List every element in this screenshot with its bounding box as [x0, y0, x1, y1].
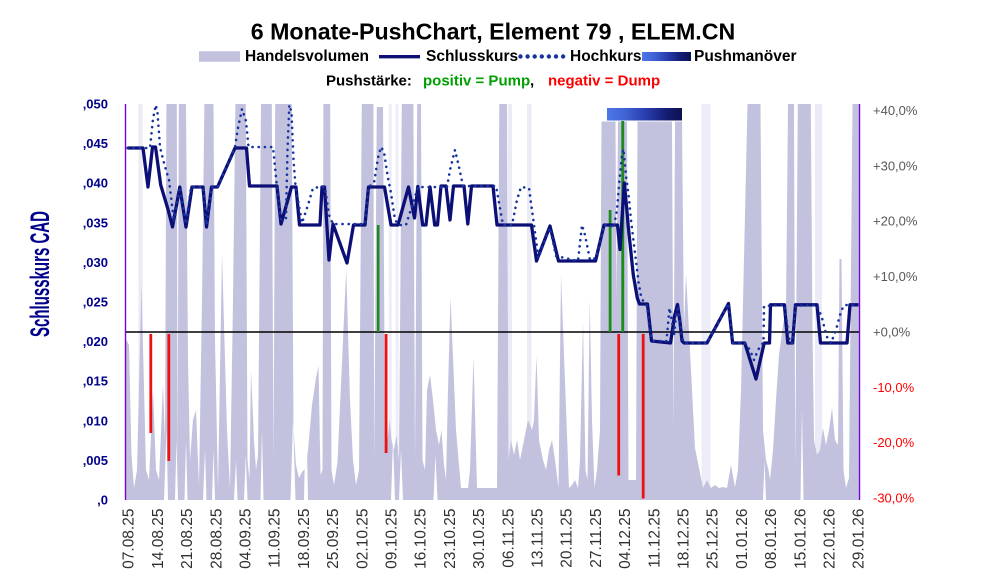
svg-text:,005: ,005 [83, 453, 108, 468]
svg-text:,035: ,035 [83, 215, 108, 230]
svg-text:+30,0%: +30,0% [873, 158, 918, 173]
svg-text:,0: ,0 [97, 493, 108, 508]
svg-text:16.10.25: 16.10.25 [413, 509, 430, 569]
svg-text:+20,0%: +20,0% [873, 214, 918, 229]
svg-text:Pushmanöver: Pushmanöver [694, 48, 797, 65]
svg-text:-10,0%: -10,0% [873, 380, 915, 395]
svg-text:Handelsvolumen: Handelsvolumen [245, 48, 369, 65]
svg-text:6 Monate-PushChart, Element 79: 6 Monate-PushChart, Element 79 , ELEM.CN [251, 19, 735, 45]
svg-text:01.01.26: 01.01.26 [734, 509, 751, 569]
svg-text:+10,0%: +10,0% [873, 269, 918, 284]
svg-text:15.01.26: 15.01.26 [792, 509, 809, 569]
svg-text:11.12.25: 11.12.25 [646, 509, 663, 568]
svg-text:,020: ,020 [83, 334, 108, 349]
svg-text:25.09.25: 25.09.25 [325, 509, 342, 569]
svg-text:,045: ,045 [83, 136, 108, 151]
svg-text:29.01.26: 29.01.26 [851, 509, 868, 569]
svg-text:,025: ,025 [83, 295, 108, 310]
svg-text:28.08.25: 28.08.25 [208, 509, 225, 569]
svg-text:30.10.25: 30.10.25 [471, 508, 488, 568]
svg-text:22.01.26: 22.01.26 [822, 509, 839, 569]
svg-text:18.09.25: 18.09.25 [296, 509, 313, 569]
svg-text:02.10.25: 02.10.25 [354, 509, 371, 569]
svg-text:04.09.25: 04.09.25 [238, 509, 255, 569]
svg-text:+40,0%: +40,0% [873, 103, 918, 118]
svg-text:11.09.25: 11.09.25 [267, 509, 284, 568]
svg-text:21.08.25: 21.08.25 [179, 509, 196, 569]
svg-text:23.10.25: 23.10.25 [442, 509, 459, 569]
svg-text:+0,0%: +0,0% [873, 324, 911, 339]
svg-text:25.12.25: 25.12.25 [705, 509, 722, 569]
svg-text:04.12.25: 04.12.25 [617, 509, 634, 569]
svg-text:Schlusskurs: Schlusskurs [426, 48, 518, 65]
svg-text:14.08.25: 14.08.25 [150, 509, 167, 569]
svg-text:,050: ,050 [83, 97, 108, 112]
svg-text:27.11.25: 27.11.25 [588, 509, 605, 568]
svg-text:09.10.25: 09.10.25 [384, 509, 401, 569]
svg-text:Pushstärke:positiv = Pump,nega: Pushstärke: positiv = Pump, negativ = Dump [326, 73, 660, 90]
svg-text:13.11.25: 13.11.25 [530, 509, 547, 568]
svg-text:08.01.26: 08.01.26 [763, 509, 780, 569]
svg-text:06.11.25: 06.11.25 [500, 509, 517, 568]
svg-text:,030: ,030 [83, 255, 108, 270]
svg-text:18.12.25: 18.12.25 [676, 509, 693, 569]
svg-text:20.11.25: 20.11.25 [559, 509, 576, 568]
svg-text:07.08.25: 07.08.25 [121, 509, 138, 569]
svg-text:,010: ,010 [83, 413, 108, 428]
svg-text:Schlusskurs CAD: Schlusskurs CAD [25, 211, 55, 337]
svg-text:,015: ,015 [83, 374, 108, 389]
svg-text:-20,0%: -20,0% [873, 435, 915, 450]
svg-text:-30,0%: -30,0% [873, 491, 915, 506]
svg-text:,040: ,040 [83, 176, 108, 191]
svg-text:Hochkurs: Hochkurs [570, 48, 642, 65]
